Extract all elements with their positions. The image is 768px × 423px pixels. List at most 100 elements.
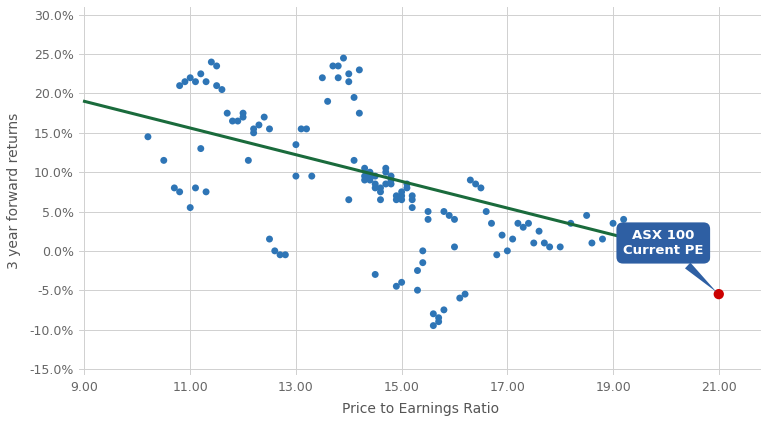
Point (258, 114, 270, 121)
Point (491, 251, 503, 258)
Point (348, 94, 360, 101)
Point (449, 216, 461, 223)
Point (322, 98, 334, 105)
Point (396, 189, 408, 195)
Point (190, 184, 202, 191)
Point (506, 236, 518, 242)
Point (221, 110, 233, 117)
Point (306, 173, 318, 179)
Point (422, 216, 434, 223)
Point (390, 192, 402, 199)
Point (502, 247, 514, 254)
Point (511, 220, 524, 227)
Point (406, 204, 419, 211)
Point (369, 184, 382, 191)
Point (316, 74, 329, 81)
Point (464, 177, 476, 184)
Point (194, 71, 207, 77)
Point (485, 220, 498, 227)
Point (449, 244, 461, 250)
Point (353, 66, 366, 73)
Point (200, 189, 212, 195)
Point (227, 118, 239, 124)
Text: ASX 100
Current PE: ASX 100 Current PE (623, 229, 717, 292)
Point (232, 118, 244, 124)
Point (374, 196, 386, 203)
Point (369, 173, 382, 179)
Point (353, 110, 366, 117)
Point (263, 236, 276, 242)
Point (607, 220, 619, 227)
Point (174, 189, 186, 195)
Point (454, 295, 466, 302)
Point (237, 110, 249, 117)
Point (290, 141, 302, 148)
Point (369, 181, 382, 187)
Point (528, 239, 540, 246)
Point (374, 184, 386, 191)
Point (390, 283, 402, 290)
Point (522, 220, 535, 227)
Point (617, 216, 630, 223)
Point (396, 279, 408, 286)
Point (253, 121, 265, 128)
Y-axis label: 3 year forward returns: 3 year forward returns (7, 113, 21, 269)
Point (533, 228, 545, 235)
Point (295, 126, 307, 132)
Point (469, 181, 482, 187)
Point (274, 251, 286, 258)
Point (237, 114, 249, 121)
Point (596, 236, 608, 242)
Point (401, 184, 413, 191)
Point (343, 78, 355, 85)
Point (216, 86, 228, 93)
Point (427, 322, 439, 329)
Point (443, 212, 455, 219)
Point (438, 208, 450, 215)
Point (416, 247, 429, 254)
Point (190, 78, 202, 85)
Point (412, 287, 424, 294)
Point (385, 181, 397, 187)
Point (379, 181, 392, 187)
Point (422, 208, 434, 215)
Point (496, 232, 508, 239)
Point (247, 129, 260, 136)
Point (168, 184, 180, 191)
Point (210, 63, 223, 69)
Point (194, 145, 207, 152)
Point (326, 63, 339, 69)
Point (396, 196, 408, 203)
Point (412, 267, 424, 274)
Point (713, 291, 725, 297)
Point (432, 318, 445, 325)
Point (269, 247, 281, 254)
Point (432, 314, 445, 321)
Point (438, 307, 450, 313)
Point (480, 208, 492, 215)
Point (517, 224, 529, 231)
Point (205, 59, 217, 66)
Point (475, 184, 487, 191)
Point (142, 133, 154, 140)
Point (459, 291, 472, 297)
Point (210, 82, 223, 89)
Point (200, 78, 212, 85)
Point (174, 82, 186, 89)
Point (427, 310, 439, 317)
Point (385, 177, 397, 184)
Point (364, 169, 376, 176)
Point (343, 196, 355, 203)
Point (280, 251, 292, 258)
Point (564, 220, 577, 227)
Point (401, 181, 413, 187)
Point (179, 78, 191, 85)
Point (406, 192, 419, 199)
Point (554, 244, 566, 250)
Point (247, 126, 260, 132)
Point (586, 239, 598, 246)
Point (359, 173, 371, 179)
Point (544, 244, 556, 250)
Point (538, 239, 551, 246)
Point (359, 177, 371, 184)
